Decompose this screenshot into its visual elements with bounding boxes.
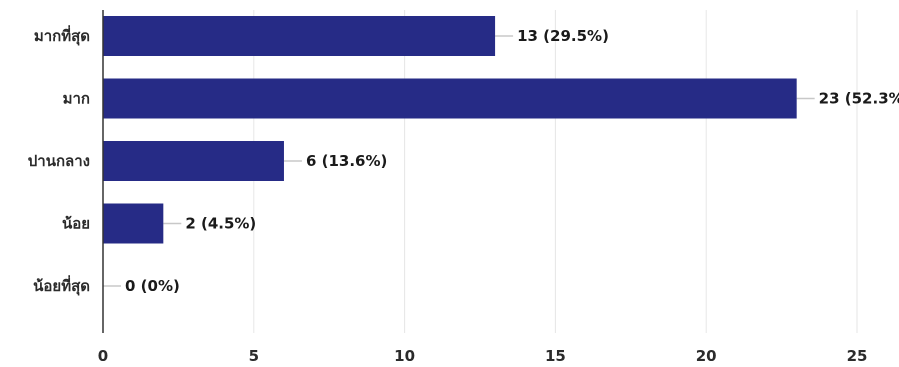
- category-label: น้อย: [62, 215, 90, 233]
- bar: [103, 16, 496, 56]
- bar: [103, 203, 164, 244]
- data-label: 23 (52.3%): [819, 90, 899, 108]
- bars: [103, 16, 797, 244]
- category-label: มาก: [63, 90, 90, 108]
- bar: [103, 141, 284, 181]
- gridlines: [253, 10, 858, 333]
- category-label: ปานกลาง: [28, 152, 90, 170]
- data-label: 2 (4.5%): [185, 215, 256, 233]
- x-tick-label: 25: [847, 347, 868, 365]
- data-label: 6 (13.6%): [306, 152, 387, 170]
- data-label-leaders: [103, 35, 815, 287]
- category-label: น้อยที่สุด: [33, 275, 90, 296]
- x-tick-label: 20: [696, 347, 717, 365]
- x-tick-label: 5: [249, 347, 259, 365]
- data-label: 0 (0%): [125, 277, 180, 295]
- x-tick-label: 10: [394, 347, 415, 365]
- x-tick-label: 15: [545, 347, 566, 365]
- bar: [103, 78, 797, 119]
- x-tick-labels: 0 5 10 15 20 25: [98, 347, 868, 365]
- data-label: 13 (29.5%): [517, 27, 609, 45]
- category-label: มากที่สุด: [34, 25, 90, 46]
- data-labels: 13 (29.5%) 23 (52.3%) 6 (13.6%) 2 (4.5%) 0 (…: [125, 27, 899, 295]
- x-tick-label: 0: [98, 347, 108, 365]
